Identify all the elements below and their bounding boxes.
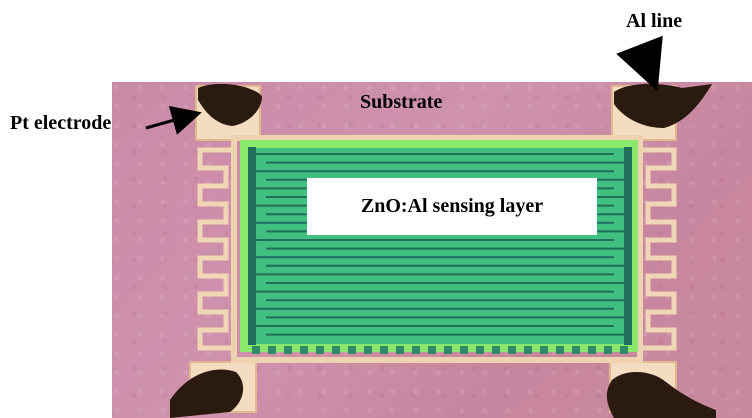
pt-electrode-frame [231, 135, 643, 363]
comb-tooth [540, 346, 548, 354]
comb-tooth [620, 346, 628, 354]
comb-tooth [428, 346, 436, 354]
al-wire-top-right [614, 83, 712, 128]
al-wire-top-left [198, 83, 262, 126]
bus-bar [248, 147, 256, 345]
substrate-label: Substrate [360, 91, 443, 113]
comb-tooth [396, 346, 404, 354]
meander-left [197, 147, 232, 351]
comb-tooth [300, 346, 308, 354]
comb-teeth [252, 346, 628, 354]
comb-tooth [524, 346, 532, 354]
meander-right [642, 147, 677, 351]
comb-tooth [588, 346, 596, 354]
sensing-layer-label: ZnO:Al sensing layer [360, 195, 544, 217]
comb-tooth [268, 346, 276, 354]
comb-tooth [364, 346, 372, 354]
comb-tooth [284, 346, 292, 354]
al-wire-bottom-right [606, 371, 716, 418]
comb-tooth [316, 346, 324, 354]
pt-electrode-label: Pt electrode [10, 112, 112, 134]
comb-tooth [604, 346, 612, 354]
comb-tooth [444, 346, 452, 354]
comb-tooth [460, 346, 468, 354]
comb-tooth [492, 346, 500, 354]
al-wire-bottom-left [170, 369, 244, 418]
al-line-arrow [616, 35, 663, 92]
al-line-label: Al line [626, 10, 683, 32]
bus-bar [624, 147, 632, 345]
pt-electrode-arrow [145, 106, 202, 135]
comb-tooth [556, 346, 564, 354]
comb-tooth [476, 346, 484, 354]
comb-tooth [348, 346, 356, 354]
comb-tooth [572, 346, 580, 354]
comb-tooth [380, 346, 388, 354]
comb-tooth [332, 346, 340, 354]
comb-tooth [252, 346, 260, 354]
comb-tooth [412, 346, 420, 354]
sensing-layer-label-box: ZnO:Al sensing layer [307, 178, 597, 235]
comb-tooth [508, 346, 516, 354]
